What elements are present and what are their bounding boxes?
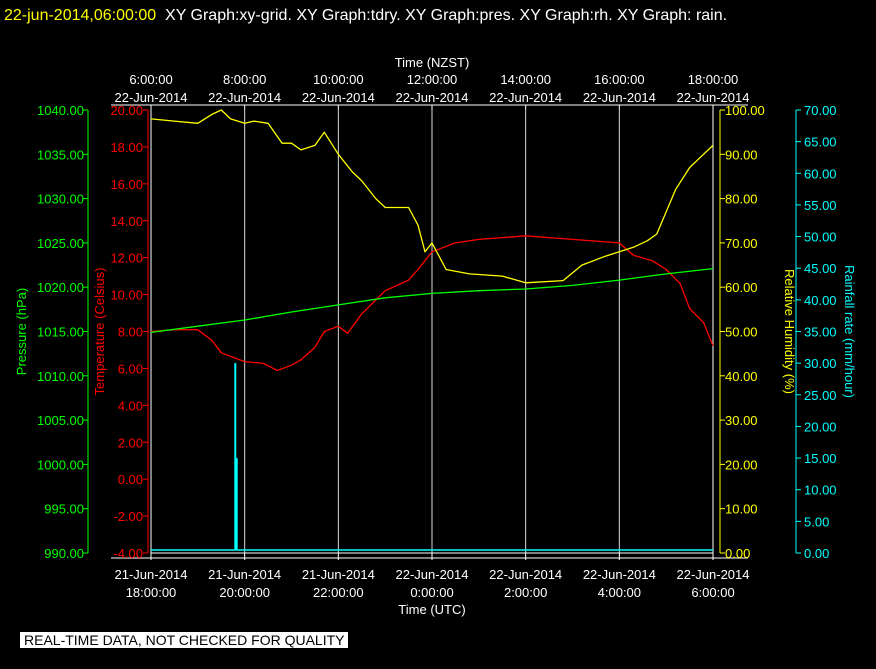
pressure-tick-label: 1030.00 — [37, 192, 84, 207]
bottom-axis-tick-date: 22-Jun-2014 — [677, 567, 750, 582]
top-axis-tick-time: 16:00:00 — [594, 72, 645, 87]
humidity-tick-label: 100.00 — [725, 103, 765, 118]
pressure-tick-label: 1015.00 — [37, 325, 84, 340]
top-axis-tick-time: 18:00:00 — [688, 72, 739, 87]
temperature-tick-label: -2.00 — [113, 509, 143, 524]
top-axis-tick-time: 12:00:00 — [407, 72, 458, 87]
top-axis-tick-date: 22-Jun-2014 — [396, 90, 469, 105]
pressure-tick-label: 1035.00 — [37, 147, 84, 162]
bottom-axis-tick-time: 0:00:00 — [410, 585, 453, 600]
top-axis-title: Time (NZST) — [395, 55, 470, 70]
bottom-axis-tick-time: 20:00:00 — [219, 585, 270, 600]
bottom-axis-title: Time (UTC) — [398, 602, 465, 617]
humidity-tick-label: 0.00 — [725, 546, 750, 561]
top-axis-tick-time: 10:00:00 — [313, 72, 364, 87]
rain-tick-label: 40.00 — [804, 293, 837, 308]
temperature-tick-label: 16.00 — [110, 177, 143, 192]
rain-tick-label: 30.00 — [804, 356, 837, 371]
temperature-tick-label: 20.00 — [110, 103, 143, 118]
top-axis-tick-date: 22-Jun-2014 — [489, 90, 562, 105]
rain-tick-label: 5.00 — [804, 514, 829, 529]
humidity-tick-label: 10.00 — [725, 502, 758, 517]
rain-tick-label: 10.00 — [804, 483, 837, 498]
rain-tick-label: 0.00 — [804, 546, 829, 561]
pressure-tick-label: 1020.00 — [37, 280, 84, 295]
pressure-tick-label: 1040.00 — [37, 103, 84, 118]
chart-title: 22-jun-2014,06:00:00 XY Graph:xy-grid. X… — [4, 2, 872, 30]
temperature-tick-label: -4.00 — [113, 546, 143, 561]
pressure-tick-label: 990.00 — [44, 546, 84, 561]
pressure-series-line — [150, 267, 714, 334]
temperature-tick-label: 4.00 — [118, 398, 143, 413]
rain-tick-label: 50.00 — [804, 230, 837, 245]
humidity-tick-label: 60.00 — [725, 280, 758, 295]
temperature-tick-label: 2.00 — [118, 435, 143, 450]
title-graph-list: XY Graph:xy-grid. XY Graph:tdry. XY Grap… — [165, 7, 728, 24]
humidity-tick-label: 80.00 — [725, 192, 758, 207]
bottom-axis-tick-date: 21-Jun-2014 — [208, 567, 281, 582]
rain-tick-label: 45.00 — [804, 261, 837, 276]
rain-tick-label: 60.00 — [804, 166, 837, 181]
bottom-axis-tick-date: 22-Jun-2014 — [396, 567, 469, 582]
quality-notice: REAL-TIME DATA, NOT CHECKED FOR QUALITY — [20, 632, 349, 648]
top-axis-tick-date: 22-Jun-2014 — [583, 90, 656, 105]
title-datetime: 22-jun-2014,06:00:00 — [4, 7, 157, 24]
temperature-tick-label: 10.00 — [110, 288, 143, 303]
rain-tick-label: 70.00 — [804, 103, 837, 118]
temperature-tick-label: 12.00 — [110, 251, 143, 266]
temperature-series-line — [150, 235, 714, 372]
bottom-axis-tick-date: 21-Jun-2014 — [115, 567, 188, 582]
pressure-tick-label: 1000.00 — [37, 457, 84, 472]
humidity-tick-label: 50.00 — [725, 325, 758, 340]
pressure-tick-label: 995.00 — [44, 502, 84, 517]
temperature-tick-label: 14.00 — [110, 214, 143, 229]
rain-tick-label: 65.00 — [804, 135, 837, 150]
temperature-tick-label: 0.00 — [118, 472, 143, 487]
humidity-tick-label: 90.00 — [725, 147, 758, 162]
top-axis-tick-date: 22-Jun-2014 — [115, 90, 188, 105]
rain-tick-label: 20.00 — [804, 419, 837, 434]
pressure-tick-label: 1005.00 — [37, 413, 84, 428]
bottom-axis-tick-date: 22-Jun-2014 — [583, 567, 656, 582]
humidity-tick-label: 30.00 — [725, 413, 758, 428]
rain-tick-label: 15.00 — [804, 451, 837, 466]
humidity-series-line — [150, 109, 714, 284]
temperature-tick-label: 8.00 — [118, 325, 143, 340]
top-axis-tick-time: 8:00:00 — [223, 72, 266, 87]
humidity-tick-label: 40.00 — [725, 369, 758, 384]
bottom-axis-tick-time: 4:00:00 — [598, 585, 641, 600]
bottom-axis-tick-date: 21-Jun-2014 — [302, 567, 375, 582]
temperature-axis-title: Temperature (Celsius) — [92, 268, 107, 396]
humidity-tick-label: 20.00 — [725, 457, 758, 472]
rain-axis-title: Rainfall rate (mm/hour) — [842, 265, 857, 398]
temperature-tick-label: 18.00 — [110, 140, 143, 155]
bottom-axis-tick-time: 18:00:00 — [126, 585, 177, 600]
pressure-tick-label: 1010.00 — [37, 369, 84, 384]
rain-tick-label: 35.00 — [804, 325, 837, 340]
humidity-axis-title: Relative Humidity (%) — [782, 269, 797, 394]
bottom-axis-tick-time: 2:00:00 — [504, 585, 547, 600]
top-axis-tick-time: 6:00:00 — [129, 72, 172, 87]
rain-tick-label: 25.00 — [804, 388, 837, 403]
bottom-axis-tick-date: 22-Jun-2014 — [489, 567, 562, 582]
pressure-tick-label: 1025.00 — [37, 236, 84, 251]
top-axis-tick-date: 22-Jun-2014 — [208, 90, 281, 105]
top-axis-tick-date: 22-Jun-2014 — [302, 90, 375, 105]
top-axis-tick-date: 22-Jun-2014 — [677, 90, 750, 105]
humidity-tick-label: 70.00 — [725, 236, 758, 251]
bottom-axis-tick-time: 6:00:00 — [691, 585, 734, 600]
rain-tick-label: 55.00 — [804, 198, 837, 213]
pressure-axis-title: Pressure (hPa) — [14, 288, 29, 375]
bottom-axis-tick-time: 22:00:00 — [313, 585, 364, 600]
temperature-tick-label: 6.00 — [118, 361, 143, 376]
top-axis-tick-time: 14:00:00 — [500, 72, 551, 87]
